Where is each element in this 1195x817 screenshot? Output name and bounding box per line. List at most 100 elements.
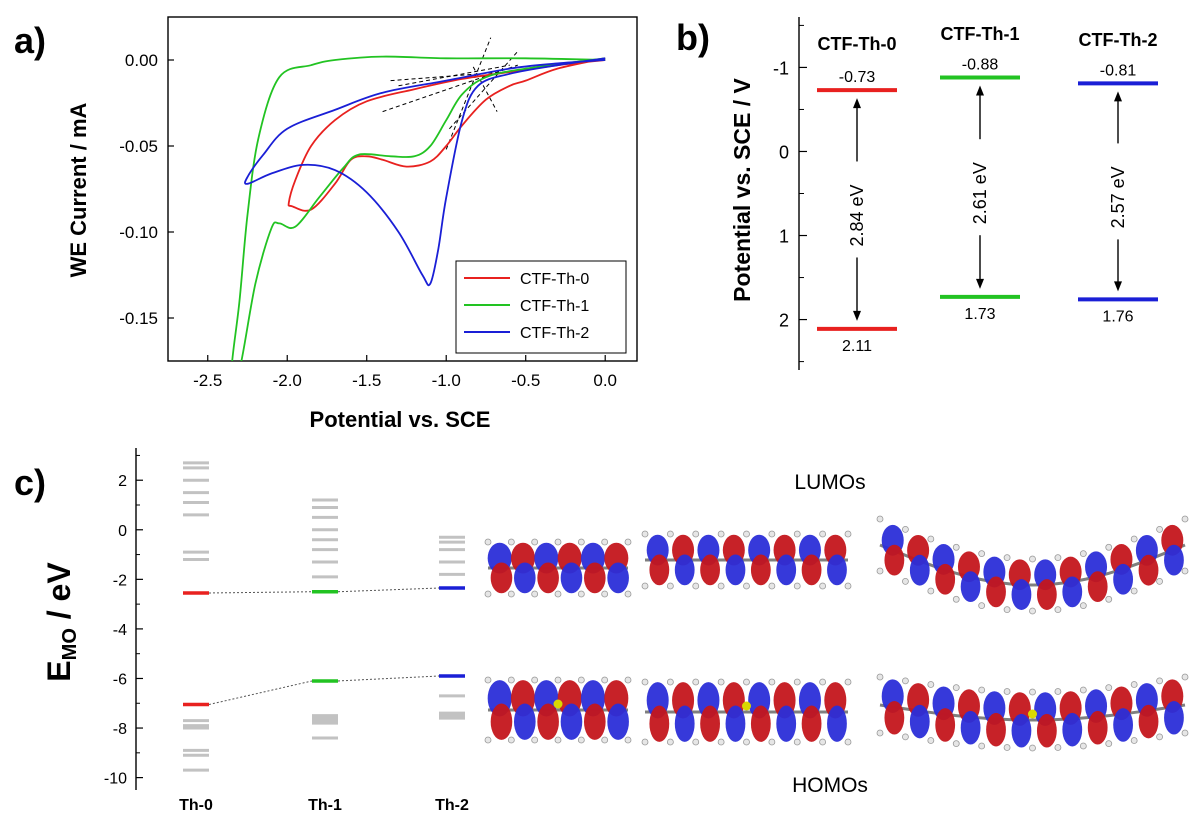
orbital-lobe-negative — [1036, 579, 1057, 610]
orbital-lobe-positive — [607, 703, 629, 740]
orbital-lobe-negative — [884, 700, 905, 735]
y-label-sub: MO — [59, 628, 81, 660]
category-label: Th-0 — [179, 797, 213, 814]
hydrogen-atom — [577, 736, 585, 744]
panel-a-x-ticks: -2.5 -2.0 -1.5 -1.0 -0.5 0.0 — [193, 355, 617, 390]
hydrogen-atom — [507, 538, 515, 546]
hydrogen-atom — [1105, 684, 1113, 692]
y-tick-label: 0.00 — [125, 51, 158, 70]
hydrogen-atom — [952, 595, 960, 603]
hydrogen-atom — [1105, 740, 1113, 748]
hydrogen-atom — [927, 587, 935, 595]
x-tick-label: 0.0 — [593, 371, 617, 390]
homo-orbital-th-0 — [484, 676, 632, 744]
hydrogen-atom — [666, 678, 674, 686]
y-tick-label: -0.15 — [119, 309, 158, 328]
hydrogen-atom — [1156, 525, 1163, 533]
hydrogen-atom — [531, 538, 539, 546]
hydrogen-atom — [1029, 688, 1036, 696]
y-label-unit: / eV — [41, 562, 77, 628]
panel-a-plot-frame — [167, 16, 638, 362]
orbital-lobe-positive — [514, 703, 536, 740]
hydrogen-atom — [1003, 744, 1011, 751]
orbital-lobe-negative — [884, 544, 905, 576]
hydrogen-atom — [601, 538, 609, 546]
hydrogen-atom — [876, 515, 884, 523]
orbital-lobe-negative — [537, 562, 559, 594]
hydrogen-atom — [641, 738, 649, 746]
x-tick-label: -1.0 — [432, 371, 461, 390]
hydrogen-atom — [768, 530, 776, 538]
orbital-lobe-negative — [935, 563, 956, 595]
gap-arrow-head-down — [976, 278, 984, 289]
orbital-lobe-negative — [986, 576, 1006, 608]
x-tick-label: -0.5 — [511, 371, 540, 390]
hydrogen-atom — [768, 738, 776, 746]
orbital-lobe-negative — [750, 554, 771, 586]
hydrogen-atom — [641, 530, 649, 538]
hydrogen-atom — [624, 538, 632, 546]
hydrogen-atom — [666, 582, 674, 590]
hydrogen-atom — [743, 582, 750, 590]
orbital-lobe-negative — [700, 705, 720, 742]
panel-label-b: b) — [676, 17, 710, 58]
hydrogen-atom — [1181, 673, 1189, 681]
hydrogen-atom — [978, 686, 986, 694]
panel-c-y-axis-label: EMO / eV — [41, 562, 81, 682]
hydrogen-atom — [844, 530, 852, 538]
legend-entry: CTF-Th-1 — [520, 298, 589, 315]
orbital-lobe-positive — [1062, 712, 1083, 747]
hydrogen-atom — [1079, 742, 1087, 750]
orbital-lobe-negative — [584, 562, 606, 594]
sulfur-atom — [553, 699, 563, 709]
y-tick-label: -10 — [104, 771, 127, 788]
hydrogen-atom — [819, 678, 827, 686]
tangent-guide-line — [382, 64, 518, 113]
y-tick-label: -8 — [113, 721, 127, 738]
hydrogen-atom — [819, 582, 827, 590]
hydrogen-atom — [743, 530, 750, 538]
hydrogen-atom — [1003, 554, 1011, 562]
orbital-lobe-positive — [776, 705, 797, 742]
hydrogen-atom — [902, 525, 909, 533]
hydrogen-atom — [819, 738, 827, 746]
hydrogen-atom — [484, 590, 492, 598]
orbital-lobe-negative — [649, 705, 670, 742]
y-tick-label: 1 — [779, 227, 789, 247]
y-tick-label: 2 — [118, 473, 127, 490]
y-tick-label: -0.10 — [119, 223, 158, 242]
hydrogen-atom — [484, 736, 492, 744]
hydrogen-atom — [554, 538, 562, 546]
hydrogen-atom — [793, 530, 801, 538]
hydrogen-atom — [554, 590, 562, 598]
hydrogen-atom — [1029, 555, 1036, 563]
sulfur-atom — [742, 701, 751, 711]
hydrogen-atom — [952, 740, 960, 748]
y-tick-label: -6 — [113, 671, 127, 688]
orbital-lobe-positive — [560, 562, 583, 594]
orbital-lobe-positive — [1164, 700, 1184, 735]
homo-value-label: 1.73 — [964, 306, 995, 323]
gap-arrow-head-up — [853, 98, 861, 109]
panel-label-a: a) — [14, 20, 46, 61]
orbital-lobe-positive — [960, 710, 981, 745]
hydrogen-atom — [1079, 602, 1087, 610]
hydrogen-atom — [624, 676, 632, 684]
homo-value-label: 1.76 — [1102, 308, 1133, 325]
hydrogen-atom — [1156, 677, 1163, 685]
hydrogen-atom — [531, 590, 539, 598]
homo-value-label: 2.11 — [842, 338, 872, 355]
orbital-lobe-negative — [1036, 713, 1057, 748]
hydrogen-atom — [717, 582, 725, 590]
hydrogen-atom — [902, 577, 909, 585]
hydrogen-atom — [1130, 535, 1138, 543]
hydrogen-atom — [1156, 577, 1163, 585]
orbital-lobe-negative — [700, 554, 720, 586]
hydrogen-atom — [531, 736, 539, 744]
y-tick-label: -1 — [773, 58, 789, 78]
hydrogen-atom — [978, 550, 986, 558]
hydrogen-atom — [507, 676, 515, 684]
orbital-lobe-positive — [827, 554, 847, 586]
